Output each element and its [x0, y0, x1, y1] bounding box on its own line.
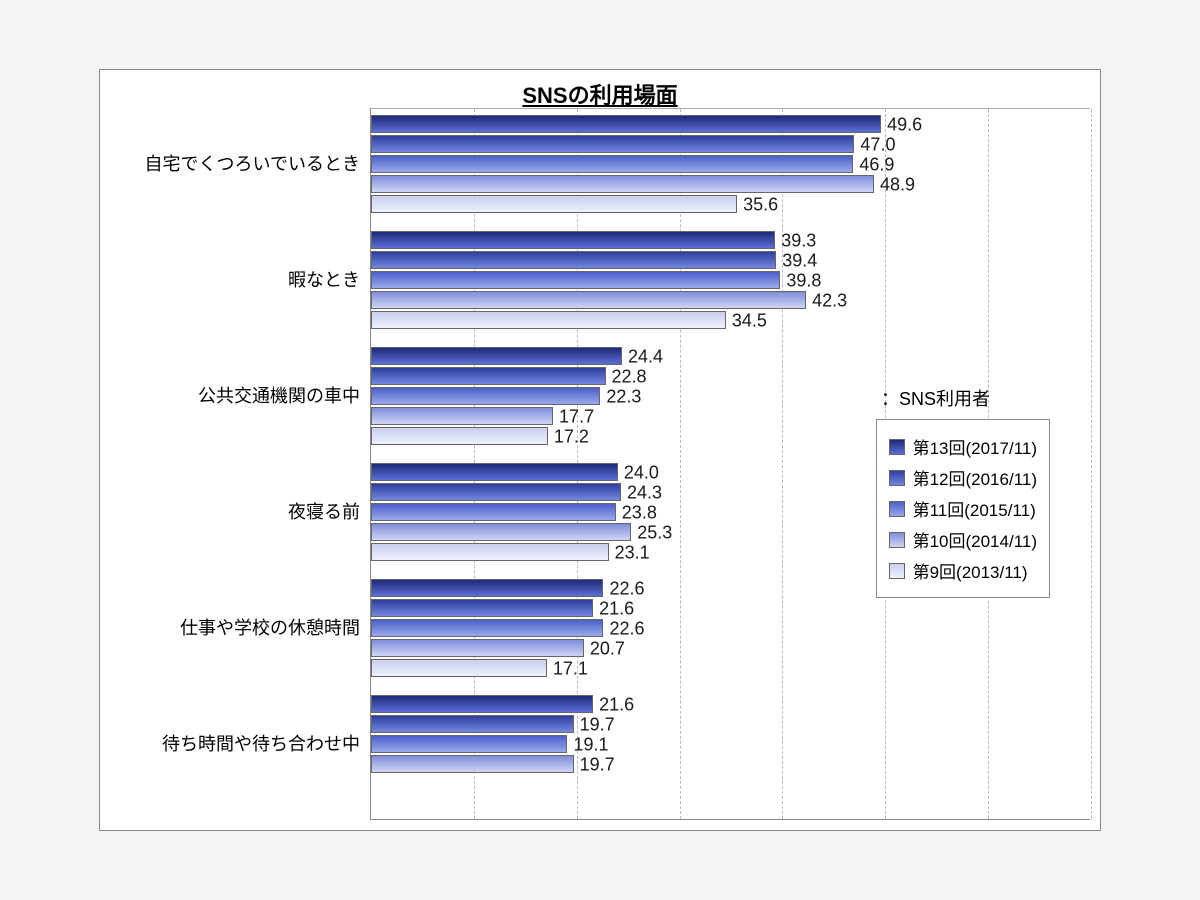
bar: [371, 523, 631, 541]
legend-label: 第10回(2014/11): [913, 527, 1037, 552]
category-label: 暇なとき: [288, 266, 360, 292]
value-label: 21.6: [599, 695, 634, 716]
bar: [371, 271, 780, 289]
bar: [371, 387, 600, 405]
value-label: 22.8: [612, 367, 647, 388]
bar: [371, 735, 567, 753]
legend-item: 第10回(2014/11): [889, 527, 1037, 552]
legend-item: 第12回(2016/11): [889, 465, 1037, 490]
bar: [371, 367, 606, 385]
bar: [371, 427, 548, 445]
value-label: 39.8: [786, 271, 821, 292]
legend-swatch: [889, 501, 905, 517]
bar-group: 49.647.046.948.9 35.6: [371, 115, 1090, 213]
bar-group: 21.619.719.119.7: [371, 695, 1090, 793]
chart-title: SNSの利用場面: [100, 70, 1100, 112]
value-label: 47.0: [860, 135, 895, 156]
grid-line: [1091, 109, 1092, 819]
value-label: 34.5: [732, 311, 767, 332]
value-label: 22.6: [609, 619, 644, 640]
category-label: 夜寝る前: [288, 498, 360, 524]
bar: [371, 599, 593, 617]
bar: [371, 619, 603, 637]
bar: [371, 579, 603, 597]
bar: [371, 291, 806, 309]
bar: [371, 483, 621, 501]
value-label: 17.2: [554, 427, 589, 448]
bar: [371, 407, 553, 425]
legend-label: 第9回(2013/11): [913, 558, 1028, 583]
value-label: 20.7: [590, 639, 625, 660]
value-label: 35.6: [743, 195, 778, 216]
bar: [371, 311, 726, 329]
bar-group: 39.339.439.842.3 34.5: [371, 231, 1090, 329]
legend-label: 第12回(2016/11): [913, 465, 1037, 490]
plot-area: 49.647.046.948.9 35.639.339.439.842.3 34.5…: [370, 108, 1090, 820]
legend-heading: ：SNS利用者: [881, 385, 990, 411]
bar: [371, 543, 609, 561]
bar: [371, 715, 574, 733]
bar: [371, 231, 775, 249]
value-label: 24.3: [627, 483, 662, 504]
bar: [371, 155, 853, 173]
value-label: 39.4: [782, 251, 817, 272]
value-label: 23.1: [615, 543, 650, 564]
value-label: 22.3: [606, 387, 641, 408]
legend-label: 第11回(2015/11): [913, 496, 1036, 521]
category-label: 仕事や学校の休憩時間: [180, 614, 360, 640]
legend-item: 第13回(2017/11): [889, 434, 1037, 459]
bar: [371, 347, 622, 365]
legend-swatch: [889, 439, 905, 455]
value-label: 39.3: [781, 231, 816, 252]
bar: [371, 175, 874, 193]
value-label: 21.6: [599, 599, 634, 620]
value-label: 42.3: [812, 291, 847, 312]
value-label: 48.9: [880, 175, 915, 196]
legend-label: 第13回(2017/11): [913, 434, 1037, 459]
value-label: 24.0: [624, 463, 659, 484]
bar: [371, 251, 776, 269]
bar: [371, 463, 618, 481]
bar: [371, 135, 854, 153]
category-label: 自宅でくつろいでいるとき: [145, 150, 360, 176]
bar: [371, 695, 593, 713]
legend-item: 第11回(2015/11): [889, 496, 1037, 521]
legend-swatch: [889, 470, 905, 486]
bar: [371, 639, 584, 657]
value-label: 22.6: [609, 579, 644, 600]
legend-item: 第9回(2013/11): [889, 558, 1037, 583]
value-label: 19.1: [573, 735, 608, 756]
bar: [371, 195, 737, 213]
bar: [371, 659, 547, 677]
value-label: 17.1: [553, 659, 588, 680]
bar: [371, 503, 616, 521]
value-label: 17.7: [559, 407, 594, 428]
legend-swatch: [889, 532, 905, 548]
value-label: 49.6: [887, 115, 922, 136]
value-label: 24.4: [628, 347, 663, 368]
category-label: 公共交通機関の車中: [198, 382, 360, 408]
legend-swatch: [889, 563, 905, 579]
value-label: 46.9: [859, 155, 894, 176]
value-label: 19.7: [580, 715, 615, 736]
bar: [371, 755, 574, 773]
bar: [371, 115, 881, 133]
value-label: 19.7: [580, 755, 615, 776]
plot-wrap: 自宅でくつろいでいるとき暇なとき公共交通機関の車中夜寝る前仕事や学校の休憩時間待…: [110, 108, 1090, 820]
y-axis-labels: 自宅でくつろいでいるとき暇なとき公共交通機関の車中夜寝る前仕事や学校の休憩時間待…: [110, 108, 365, 820]
legend: 第13回(2017/11) 第12回(2016/11) 第11回(2015/11) 第…: [876, 419, 1050, 598]
value-label: 23.8: [622, 503, 657, 524]
category-label: 待ち時間や待ち合わせ中: [162, 730, 360, 756]
chart-container: SNSの利用場面 自宅でくつろいでいるとき暇なとき公共交通機関の車中夜寝る前仕事…: [99, 69, 1101, 831]
value-label: 25.3: [637, 523, 672, 544]
